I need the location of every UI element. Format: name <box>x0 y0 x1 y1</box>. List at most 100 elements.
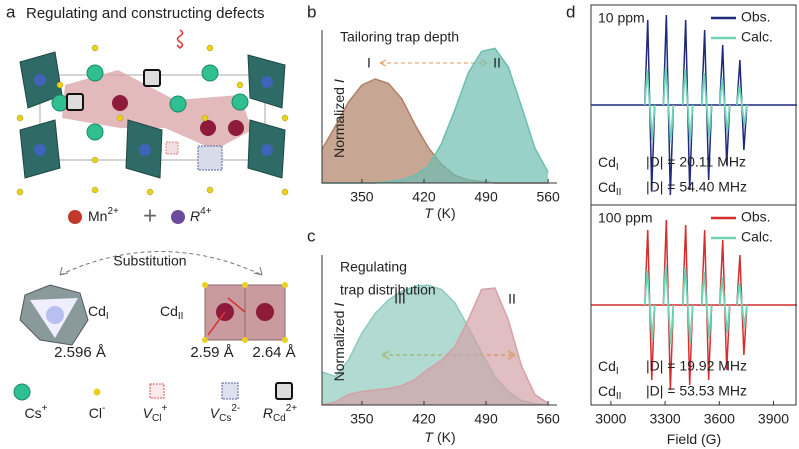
site-label-main: Cd <box>88 303 106 319</box>
legend-label-sup: - <box>102 403 105 414</box>
x-axis-label: T (K) <box>424 429 455 445</box>
panel-label: a <box>6 2 16 21</box>
legend-label-sub: Cd <box>273 413 286 424</box>
site-label: CdII <box>160 303 183 322</box>
chart-title: Tailoring trap depth <box>340 29 459 45</box>
dopant-label-sup: 4+ <box>200 206 212 217</box>
x-axis-label: Field (G) <box>667 431 721 447</box>
legend-label: VCl+ <box>143 403 168 424</box>
panel-title: Regulating and constructing defects <box>26 5 264 22</box>
axes <box>321 30 557 184</box>
annotation-text: |D| = 19.92 MHz <box>646 358 747 374</box>
spectral-line <box>718 276 731 334</box>
legend-label-sup: 2+ <box>286 403 298 414</box>
x-tick-label: 490 <box>474 411 498 427</box>
label-text: 10 ppm <box>598 10 645 26</box>
area-fill <box>322 79 549 183</box>
label-text: 100 ppm <box>598 210 652 226</box>
dopant-label-sup: 2+ <box>107 206 119 217</box>
plus-sign: + <box>143 202 157 229</box>
x-tick-label: 560 <box>536 411 560 427</box>
area-fill <box>322 288 549 405</box>
y-axis-label-var: I <box>331 79 347 83</box>
site-label-sub: I <box>106 311 109 322</box>
axes <box>321 255 557 406</box>
x-tick-label: 560 <box>536 189 560 205</box>
dopant-label-main: Mn <box>88 208 107 224</box>
legend-label: Cs+ <box>25 403 48 421</box>
x-tick-label: 350 <box>350 189 374 205</box>
annotation-text: |D| = 20.11 MHz <box>646 154 746 170</box>
legend-label-main: Cl <box>89 405 102 421</box>
spectral-line <box>735 84 748 126</box>
area-line <box>321 287 549 406</box>
annotation-species-main: Cd <box>598 154 616 170</box>
substitution-label: Substitution <box>113 253 186 269</box>
legend-label: VCs2- <box>210 403 240 424</box>
x-axis-label-var: T <box>424 429 434 445</box>
legend-label: Cl- <box>89 403 106 421</box>
x-axis-label-var: T <box>424 205 434 221</box>
spectral-line <box>643 69 656 141</box>
legend-label-main: V <box>143 405 154 421</box>
spectral-line <box>700 271 713 339</box>
spectral-line <box>718 77 731 133</box>
panel-label: d <box>566 2 575 21</box>
legend-label: Calc. <box>741 229 773 245</box>
y-axis-label-text: Normalized <box>331 311 347 382</box>
legend-label: Obs. <box>741 209 771 225</box>
bond-length: 2.64 Å <box>252 344 295 361</box>
annotation-species: CdI <box>598 358 619 377</box>
series-label: I <box>367 55 371 71</box>
annotation-text: |D| = 53.53 MHz <box>646 383 747 399</box>
x-tick-label: 420 <box>412 411 436 427</box>
annotation-species-main: Cd <box>598 179 616 195</box>
x-tick-label: 490 <box>474 189 498 205</box>
site-label-sub: II <box>178 311 184 322</box>
spectral-line <box>681 68 694 142</box>
spectral-line <box>700 72 713 138</box>
legend-label-sub: Cs <box>219 413 231 424</box>
y-axis-label-var: I <box>331 303 347 307</box>
annotation-species-sub: II <box>616 187 622 198</box>
annotation-species-sub: I <box>616 366 619 377</box>
x-axis-label-text: Field (G) <box>667 431 721 447</box>
x-tick-label: 420 <box>412 189 436 205</box>
panel-label: c <box>307 226 316 245</box>
bond-length: 2.59 Å <box>190 344 233 361</box>
y-axis-label-text: Normalized <box>331 87 347 158</box>
legend-label-sub: Cl <box>152 413 161 424</box>
legend-label-main: Cs <box>25 405 42 421</box>
x-tick-label: 3900 <box>758 411 789 427</box>
annotation-species-main: Cd <box>598 358 616 374</box>
panel-label: b <box>307 2 316 21</box>
y-axis-label: Normalized I <box>331 79 347 158</box>
legend-label: Obs. <box>741 9 771 25</box>
chart-title: trap distribution <box>340 282 436 298</box>
annotation-text: |D| = 54.40 MHz <box>646 179 747 195</box>
legend-label-main: V <box>210 405 221 421</box>
area-fill <box>322 48 549 184</box>
spectral-line <box>735 282 748 328</box>
legend-label-main: R <box>263 405 273 421</box>
x-axis-label-text: (K) <box>437 205 456 221</box>
bond-length: 2.596 Å <box>54 344 106 361</box>
annotation-species: CdI <box>598 154 619 173</box>
x-axis-label-text: (K) <box>437 429 456 445</box>
chart-title: Regulating <box>340 259 407 275</box>
site-label-main: Cd <box>160 303 178 319</box>
crystal-schematic <box>13 29 516 401</box>
legend-label-sup: + <box>161 403 167 414</box>
legend-label-sup: 2- <box>231 403 240 414</box>
spectral-line <box>681 266 694 344</box>
annotation-species: CdII <box>598 179 621 198</box>
x-tick-label: 3600 <box>704 411 735 427</box>
dopant-label: R4+ <box>190 206 212 224</box>
x-axis-label: T (K) <box>424 205 455 221</box>
legend-label: RCd2+ <box>263 403 297 424</box>
series-label: III <box>394 291 406 307</box>
spectral-line <box>662 66 675 144</box>
frame <box>590 204 797 406</box>
